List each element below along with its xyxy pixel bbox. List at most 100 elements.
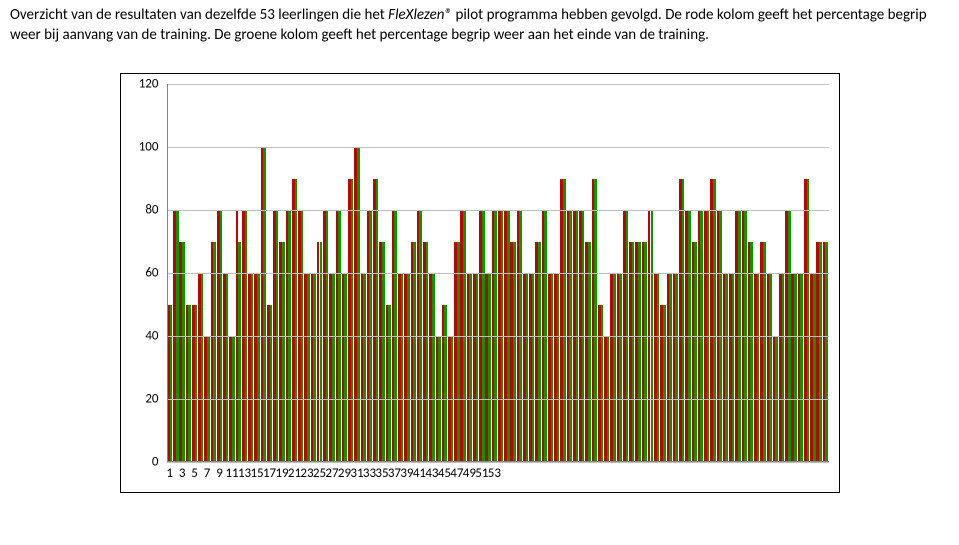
x-tick-label: 29 bbox=[338, 462, 351, 481]
bar-end bbox=[376, 179, 379, 463]
gridline bbox=[167, 399, 829, 400]
bar-end bbox=[769, 273, 772, 462]
x-tick-label: 15 bbox=[250, 462, 263, 481]
bar-end bbox=[526, 273, 529, 462]
bar-end bbox=[782, 273, 785, 462]
bar-end bbox=[488, 273, 491, 462]
bar-end bbox=[750, 242, 753, 463]
x-tick-label: 27 bbox=[325, 462, 338, 481]
x-tick-label: 9 bbox=[216, 462, 223, 481]
bar-end bbox=[513, 242, 516, 463]
x-tick-label: 37 bbox=[388, 462, 401, 481]
x-tick-label: 11 bbox=[225, 462, 238, 481]
gridline bbox=[167, 336, 829, 337]
y-tick-label: 120 bbox=[139, 77, 167, 92]
bar-end bbox=[401, 273, 404, 462]
bar-end bbox=[632, 242, 635, 463]
caption-prefix: Overzicht van de resultaten van dezelfde… bbox=[10, 6, 388, 24]
chart-container: 0204060801001201357911131517192123252729… bbox=[120, 73, 840, 493]
x-tick-label: 49 bbox=[463, 462, 476, 481]
bar-end bbox=[320, 242, 323, 463]
bar-end bbox=[476, 273, 479, 462]
x-tick-label: 45 bbox=[438, 462, 451, 481]
bar-end bbox=[382, 242, 385, 463]
bar-end bbox=[313, 273, 316, 462]
bar-end bbox=[732, 273, 735, 462]
bar-end bbox=[432, 273, 435, 462]
x-tick-label: 31 bbox=[350, 462, 363, 481]
plot-area: 0204060801001201357911131517192123252729… bbox=[167, 84, 829, 462]
bar-end bbox=[675, 273, 678, 462]
bar-end bbox=[295, 179, 298, 463]
bar-end bbox=[357, 147, 360, 462]
bar-end bbox=[800, 273, 803, 462]
bar-end bbox=[388, 305, 391, 463]
bar-end bbox=[588, 242, 591, 463]
bar-end bbox=[307, 273, 310, 462]
x-tick-label: 23 bbox=[300, 462, 313, 481]
bar-end bbox=[813, 273, 816, 462]
x-tick-label: 19 bbox=[275, 462, 288, 481]
x-tick-label: 7 bbox=[204, 462, 211, 481]
bar-end bbox=[794, 273, 797, 462]
x-tick-label: 35 bbox=[375, 462, 388, 481]
bar-end bbox=[238, 242, 241, 463]
bar-end bbox=[557, 273, 560, 462]
bar-end bbox=[170, 305, 173, 463]
x-tick-label: 53 bbox=[488, 462, 501, 481]
bar-end bbox=[251, 273, 254, 462]
bar-end bbox=[807, 179, 810, 463]
bar-end bbox=[819, 242, 822, 463]
gridline bbox=[167, 147, 829, 148]
bar-end bbox=[469, 273, 472, 462]
x-tick-label: 47 bbox=[450, 462, 463, 481]
bar-end bbox=[444, 305, 447, 463]
x-tick-label: 25 bbox=[313, 462, 326, 481]
bar-end bbox=[669, 273, 672, 462]
bar-end bbox=[613, 273, 616, 462]
bar-end bbox=[226, 273, 229, 462]
bar-end bbox=[601, 305, 604, 463]
y-axis-line bbox=[167, 84, 168, 462]
x-tick-label: 3 bbox=[179, 462, 186, 481]
bar-end bbox=[351, 179, 354, 463]
bar-end bbox=[426, 242, 429, 463]
bar-end bbox=[282, 242, 285, 463]
x-tick-label: 17 bbox=[263, 462, 276, 481]
bar-end bbox=[263, 147, 266, 462]
bar-end bbox=[407, 273, 410, 462]
bar-end bbox=[725, 273, 728, 462]
bar-end bbox=[663, 305, 666, 463]
bar-end bbox=[182, 242, 185, 463]
bar-end bbox=[563, 179, 566, 463]
y-tick-label: 80 bbox=[145, 203, 166, 218]
bar-end bbox=[551, 273, 554, 462]
bar-end bbox=[619, 273, 622, 462]
x-axis-line bbox=[167, 461, 829, 462]
x-tick-label: 43 bbox=[425, 462, 438, 481]
bar-end bbox=[763, 242, 766, 463]
bar-end bbox=[344, 273, 347, 462]
x-tick-label: 5 bbox=[191, 462, 198, 481]
bar-end bbox=[657, 273, 660, 462]
bar-end bbox=[188, 305, 191, 463]
x-tick-label: 33 bbox=[363, 462, 376, 481]
bar-end bbox=[195, 305, 198, 463]
bar-end bbox=[257, 273, 260, 462]
x-tick-label: 41 bbox=[413, 462, 426, 481]
x-tick-label: 39 bbox=[400, 462, 413, 481]
bar-end bbox=[644, 242, 647, 463]
caption-text: Overzicht van de resultaten van dezelfde… bbox=[0, 0, 959, 45]
bar-end bbox=[413, 242, 416, 463]
y-tick-label: 0 bbox=[152, 455, 167, 470]
y-tick-label: 20 bbox=[145, 392, 166, 407]
y-tick-label: 100 bbox=[139, 140, 167, 155]
y-tick-label: 60 bbox=[145, 266, 166, 281]
x-tick-label: 51 bbox=[475, 462, 488, 481]
bar-end bbox=[270, 305, 273, 463]
bar-end bbox=[532, 273, 535, 462]
bar-end bbox=[538, 242, 541, 463]
bar-end bbox=[757, 273, 760, 462]
bar-end bbox=[638, 242, 641, 463]
y-tick-label: 40 bbox=[145, 329, 166, 344]
